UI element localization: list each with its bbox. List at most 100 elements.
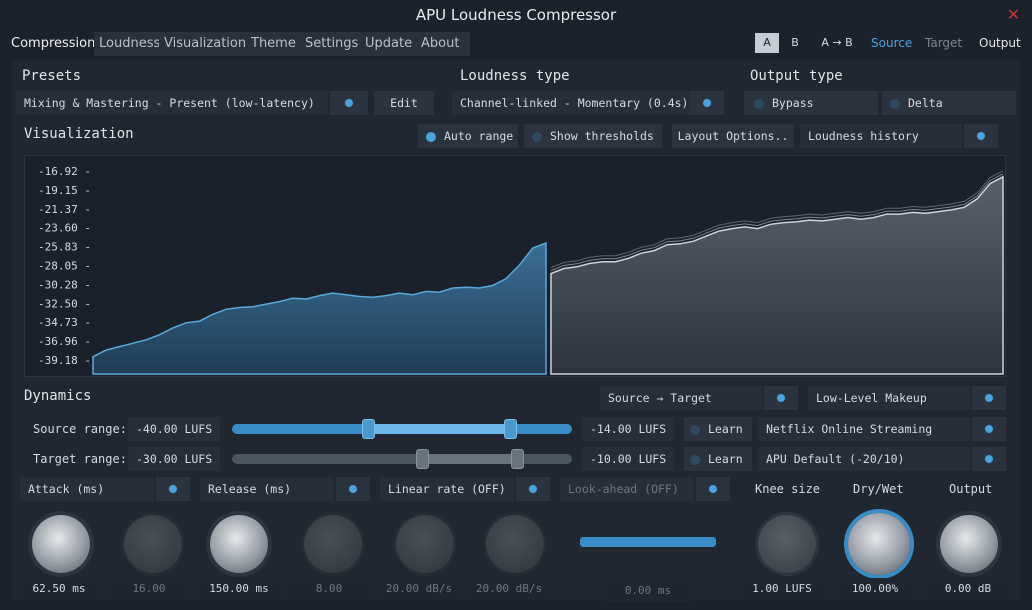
attack-secondary-value[interactable]: 16.00 (108, 578, 190, 600)
y-tick-label: -25.83 - (38, 241, 91, 254)
drywet-label: Dry/Wet (853, 482, 904, 496)
linear-rate-toggle[interactable] (516, 477, 550, 501)
show-thresholds-toggle[interactable]: Show thresholds (524, 124, 662, 148)
source-preset-toggle[interactable] (972, 417, 1006, 441)
history-toggle[interactable] (964, 124, 998, 148)
y-tick-label: -39.18 - (38, 354, 91, 367)
target-range-low-input[interactable]: -30.00 LUFS (128, 447, 220, 471)
preset-edit-button[interactable]: Edit (374, 91, 434, 115)
bypass-toggle[interactable]: Bypass (744, 91, 878, 115)
y-tick-label: -36.96 - (38, 335, 91, 348)
y-tick-label: -21.37 - (38, 203, 91, 216)
target-range-track (232, 454, 572, 464)
target-range-high-input[interactable]: -10.00 LUFS (582, 447, 674, 471)
loudness-type-selector[interactable]: Channel-linked - Momentary (0.4s) (452, 91, 690, 115)
knee-label: Knee size (755, 482, 821, 496)
target-loudness-trace (550, 170, 1004, 269)
source-range-high-handle[interactable] (504, 419, 518, 439)
auto-range-toggle[interactable]: Auto range (418, 124, 518, 148)
rate-release-knob[interactable] (486, 515, 544, 573)
attack-label[interactable]: Attack (ms) (20, 477, 154, 501)
target-learn-checkbox (690, 454, 700, 465)
output-knob[interactable] (940, 515, 998, 573)
attack-secondary-knob[interactable] (124, 515, 182, 573)
lookahead-toggle[interactable] (696, 477, 730, 501)
drywet-value[interactable]: 100.00% (834, 578, 916, 600)
release-secondary-value[interactable]: 8.00 (288, 578, 370, 600)
tab-compression[interactable]: Compression (11, 36, 96, 51)
source-range-low-input[interactable]: -40.00 LUFS (128, 417, 220, 441)
tab-update[interactable]: Update (360, 32, 418, 56)
tab-loudness[interactable]: Loudness (94, 32, 166, 56)
loudness-history-selector[interactable]: Loudness history (800, 124, 962, 148)
output-type-heading: Output type (750, 68, 843, 84)
mode-target[interactable]: Target (925, 36, 963, 50)
source-range-high-input[interactable]: -14.00 LUFS (582, 417, 674, 441)
tab-visualization[interactable]: Visualization (159, 32, 252, 56)
source-learn-toggle[interactable]: Learn (684, 417, 752, 441)
layout-options-button[interactable]: Layout Options.. (672, 124, 794, 148)
release-secondary-knob[interactable] (304, 515, 362, 573)
rate-attack-value[interactable]: 20.00 dB/s (378, 578, 460, 600)
target-learn-label: Learn (708, 452, 743, 466)
loudness-type-toggle[interactable] (690, 91, 724, 115)
attack-knob[interactable] (32, 515, 90, 573)
source-range-slider[interactable] (232, 419, 572, 439)
release-knob[interactable] (210, 515, 268, 573)
delta-toggle[interactable]: Delta (882, 91, 1016, 115)
tab-about[interactable]: About (416, 32, 470, 56)
preset-toggle[interactable] (330, 91, 368, 115)
window-title: APU Loudness Compressor (415, 6, 617, 24)
target-loudness-trace (550, 173, 1004, 272)
loudness-visualization: -16.92 - -19.15 - -21.37 - -23.60 - -25.83 -… (24, 155, 1006, 377)
attack-toggle[interactable] (156, 477, 190, 501)
ab-a-button[interactable]: A (755, 33, 779, 53)
close-icon[interactable]: ✕ (1006, 5, 1020, 24)
show-thresholds-label: Show thresholds (550, 129, 654, 143)
knee-value[interactable]: 1.00 LUFS (738, 578, 826, 600)
tab-theme[interactable]: Theme (246, 32, 301, 56)
show-thresholds-checkbox (532, 131, 542, 142)
dynamics-heading: Dynamics (24, 388, 92, 404)
ab-copy-button[interactable]: A → B (821, 36, 853, 49)
source-preset-selector[interactable]: Netflix Online Streaming (-27) (758, 417, 970, 460)
rate-attack-knob[interactable] (396, 515, 454, 573)
rate-release-value[interactable]: 20.00 dB/s (468, 578, 550, 600)
ab-b-button[interactable]: B (791, 36, 799, 49)
source-learn-label: Learn (708, 422, 743, 436)
target-learn-toggle[interactable]: Learn (684, 447, 752, 471)
output-value[interactable]: 0.00 dB (924, 578, 1012, 600)
lookahead-slider[interactable] (580, 537, 716, 547)
target-range-high-handle[interactable] (511, 449, 525, 469)
release-label[interactable]: Release (ms) (200, 477, 334, 501)
source-target-toggle[interactable] (764, 386, 798, 410)
drywet-knob[interactable] (848, 513, 910, 575)
y-tick-label: -16.92 - (38, 165, 91, 178)
source-target-selector[interactable]: Source → Target (600, 386, 762, 410)
low-level-makeup-selector[interactable]: Low-Level Makeup (808, 386, 970, 410)
loudness-type-heading: Loudness type (460, 68, 570, 84)
release-value[interactable]: 150.00 ms (198, 578, 280, 600)
mode-source[interactable]: Source (871, 36, 913, 50)
source-range-low-handle[interactable] (361, 419, 375, 439)
mode-output[interactable]: Output (979, 36, 1021, 50)
source-range-label: Source range: (33, 422, 127, 436)
target-range-slider[interactable] (232, 449, 572, 469)
source-learn-checkbox (690, 424, 700, 435)
low-level-makeup-toggle[interactable] (972, 386, 1006, 410)
target-preset-selector[interactable]: APU Default (-20/10) (758, 447, 970, 471)
release-toggle[interactable] (336, 477, 370, 501)
bypass-checkbox (754, 98, 764, 109)
target-loudness-area (550, 175, 1004, 375)
y-tick-label: -19.15 - (38, 184, 91, 197)
target-preset-toggle[interactable] (972, 447, 1006, 471)
lookahead-label[interactable]: Look-ahead (OFF) (560, 477, 694, 501)
tab-settings[interactable]: Settings (300, 32, 364, 56)
knee-knob[interactable] (758, 515, 816, 573)
preset-selector[interactable]: Mixing & Mastering - Present (low-latenc… (16, 91, 328, 115)
attack-value[interactable]: 62.50 ms (18, 578, 100, 600)
linear-rate-label[interactable]: Linear rate (OFF) (380, 477, 514, 501)
source-range-fill (368, 424, 511, 434)
target-range-low-handle[interactable] (415, 449, 429, 469)
lookahead-value[interactable]: 0.00 ms (604, 580, 692, 602)
